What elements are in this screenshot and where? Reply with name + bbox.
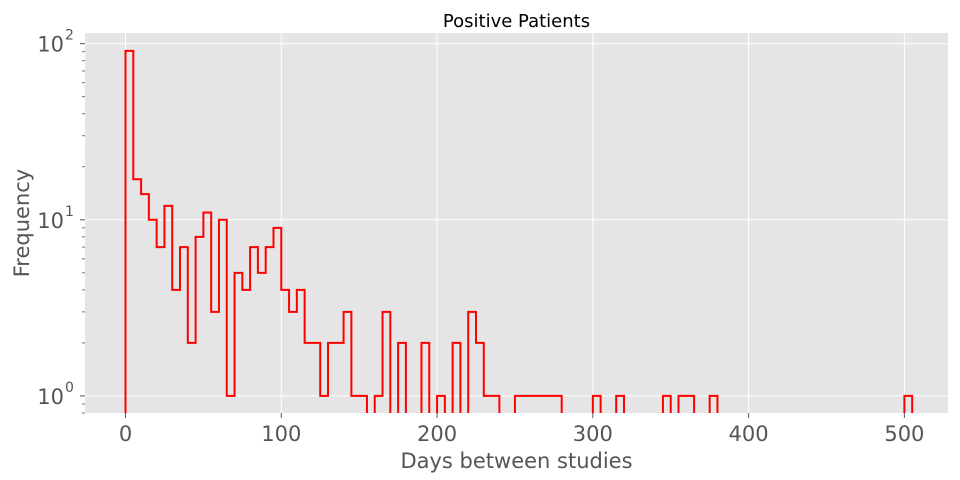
x-tick-label: 400 (729, 422, 769, 446)
y-tick-exponent: 1 (65, 204, 74, 220)
x-axis-label: Days between studies (400, 449, 632, 473)
y-tick-base: 10 (37, 33, 64, 57)
x-tick-label: 0 (119, 422, 132, 446)
y-tick-base: 10 (37, 385, 64, 409)
y-axis-label: Frequency (10, 169, 34, 278)
chart-title: Positive Patients (443, 11, 590, 32)
y-tick-label: 10 2 (37, 28, 74, 57)
y-tick-base: 10 (37, 209, 64, 233)
x-tick-label: 500 (884, 422, 924, 446)
x-tick-label: 200 (417, 422, 457, 446)
histogram-step-line (124, 49, 914, 413)
series-layer (124, 49, 914, 413)
plot-area (85, 33, 948, 413)
y-tick-label: 10 1 (37, 204, 74, 233)
x-tick-label: 300 (573, 422, 613, 446)
y-tick-exponent: 2 (65, 28, 74, 44)
y-tick-exponent: 0 (65, 380, 74, 396)
x-tick-label: 100 (261, 422, 301, 446)
y-tick-label: 10 0 (37, 380, 74, 409)
